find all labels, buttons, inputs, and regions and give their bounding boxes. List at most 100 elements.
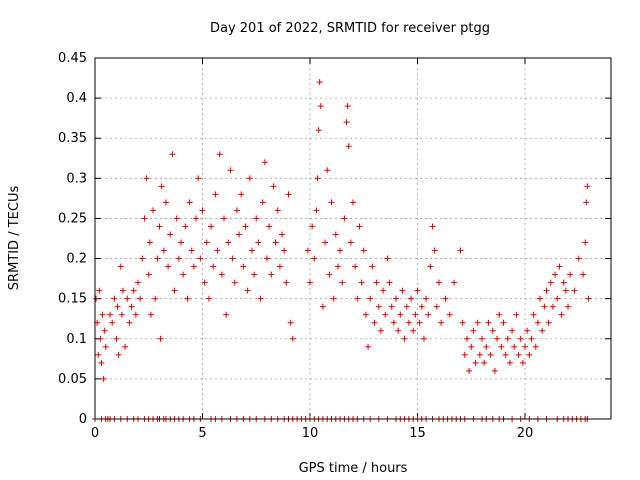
data-point <box>240 263 247 270</box>
data-point <box>356 223 363 230</box>
data-point <box>560 279 567 286</box>
data-point <box>270 183 277 190</box>
data-point <box>236 231 243 238</box>
data-point <box>476 351 483 358</box>
data-point <box>117 263 124 270</box>
data-point <box>433 303 440 310</box>
x-tick-label: 5 <box>198 426 206 441</box>
data-point <box>160 247 167 254</box>
data-point <box>537 295 544 302</box>
data-point <box>113 335 120 342</box>
data-point <box>319 303 326 310</box>
data-point <box>399 287 406 294</box>
x-tick-label: 15 <box>409 426 426 441</box>
data-point <box>545 319 552 326</box>
data-point <box>210 263 217 270</box>
data-point <box>285 191 292 198</box>
data-point <box>109 319 116 326</box>
data-point <box>167 231 174 238</box>
data-point <box>150 207 157 214</box>
data-point <box>337 247 344 254</box>
data-point <box>403 303 410 310</box>
y-tick-label: 0.35 <box>58 131 87 146</box>
data-point <box>118 311 125 318</box>
y-tick-label: 0.25 <box>58 211 87 226</box>
data-point <box>397 311 404 318</box>
data-point <box>242 223 249 230</box>
data-point <box>384 255 391 262</box>
data-point <box>203 239 210 246</box>
data-point <box>489 327 496 334</box>
data-point <box>281 247 288 254</box>
plot-frame <box>94 57 612 420</box>
data-point <box>410 327 417 334</box>
data-point <box>405 319 412 326</box>
data-point <box>197 255 204 262</box>
y-tick-label: 0.1 <box>66 332 87 347</box>
data-point <box>122 343 129 350</box>
data-point <box>143 175 150 182</box>
data-point <box>186 199 193 206</box>
data-point <box>427 263 434 270</box>
data-point <box>543 287 550 294</box>
data-point <box>401 335 408 342</box>
data-point <box>519 359 526 366</box>
data-point <box>188 247 195 254</box>
data-point <box>257 295 264 302</box>
data-point <box>199 207 206 214</box>
data-point <box>111 295 118 302</box>
data-point <box>99 311 106 318</box>
data-point <box>554 295 561 302</box>
data-point <box>324 167 331 174</box>
data-point <box>565 303 571 310</box>
data-point <box>367 295 374 302</box>
data-point <box>132 311 139 318</box>
data-point <box>317 103 324 110</box>
data-point <box>229 255 236 262</box>
data-point <box>289 335 296 342</box>
data-point <box>487 351 494 358</box>
data-point <box>184 295 191 302</box>
data-point <box>137 295 144 302</box>
data-point <box>115 351 122 358</box>
data-point <box>382 311 389 318</box>
data-point <box>442 295 449 302</box>
data-point <box>268 271 275 278</box>
y-tick-label: 0.45 <box>58 51 87 66</box>
data-point <box>479 335 485 342</box>
data-point <box>311 255 318 262</box>
data-point <box>350 199 356 206</box>
data-point <box>483 343 490 350</box>
data-point <box>502 351 509 358</box>
y-axis-label: SRMTID / TECUs <box>7 186 22 291</box>
data-point <box>158 183 165 190</box>
data-point <box>485 319 492 326</box>
data-point <box>481 359 488 366</box>
data-point <box>438 319 445 326</box>
data-point <box>334 263 341 270</box>
data-point <box>498 343 505 350</box>
data-point <box>509 327 516 334</box>
y-tick-label: 0.3 <box>66 171 87 186</box>
data-point <box>97 335 104 342</box>
data-point <box>100 375 107 382</box>
data-point <box>582 239 589 246</box>
data-point <box>171 287 178 294</box>
data-point <box>279 231 286 238</box>
data-point <box>418 303 425 310</box>
data-point <box>259 199 266 206</box>
data-point <box>567 271 574 278</box>
data-point <box>314 175 321 182</box>
data-point <box>231 279 238 286</box>
data-point <box>371 319 378 326</box>
data-point <box>470 327 477 334</box>
data-point <box>146 239 153 246</box>
data-point <box>141 215 148 222</box>
data-point <box>500 319 507 326</box>
data-point <box>244 287 251 294</box>
data-point <box>347 239 354 246</box>
data-point <box>135 279 141 286</box>
y-tick-label: 0.2 <box>66 252 87 267</box>
data-point <box>425 311 432 318</box>
data-point <box>420 335 427 342</box>
